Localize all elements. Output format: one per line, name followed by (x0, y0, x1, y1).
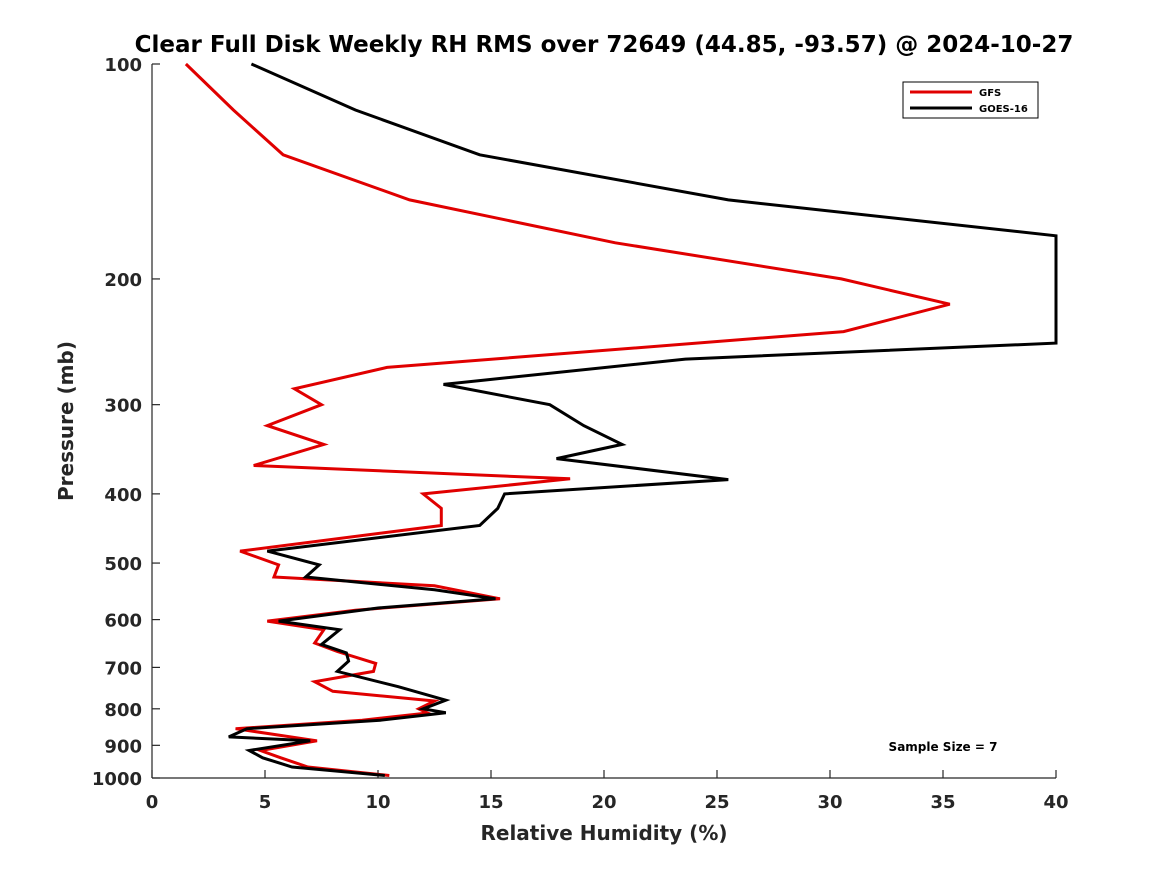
y-tick-label: 600 (104, 611, 142, 632)
y-tick-label: 100 (104, 55, 142, 76)
x-tick-label: 5 (259, 792, 272, 813)
y-tick-label: 700 (104, 658, 142, 679)
axis-lines (151, 64, 1056, 779)
legend: GFS GOES-16 (902, 81, 1039, 119)
y-tick-label: 300 (104, 396, 142, 417)
axes-frame (152, 64, 1056, 778)
x-tick-label: 30 (817, 792, 842, 813)
x-tick-label: 0 (146, 792, 159, 813)
x-tick-label: 15 (478, 792, 503, 813)
x-tick-label: 25 (704, 792, 729, 813)
x-axis-label: Relative Humidity (%) (480, 821, 727, 845)
chart-title: Clear Full Disk Weekly RH RMS over 72649… (135, 32, 1074, 58)
goes16-series-line (228, 62, 1058, 777)
legend-label-gfs: GFS (979, 88, 1001, 99)
y-tick-label: 900 (104, 736, 142, 757)
y-tick-label: 200 (104, 270, 142, 291)
x-tick-label: 10 (365, 792, 390, 813)
y-tick-label: 800 (104, 700, 142, 721)
series-layer (184, 62, 1058, 777)
x-tick-label: 40 (1043, 792, 1068, 813)
y-tick-label: 500 (104, 554, 142, 575)
legend-box (902, 81, 1039, 119)
x-tick-label: 20 (591, 792, 616, 813)
ticks-layer: 0 5 10 15 20 25 30 35 40 100 200 300 400 500 600 700 800… (92, 55, 1069, 813)
y-tick-label: 400 (104, 485, 142, 506)
x-tick-label: 35 (930, 792, 955, 813)
legend-label-goes16: GOES-16 (979, 104, 1028, 115)
y-axis-label: Pressure (mb) (54, 341, 78, 501)
sample-size-annotation: Sample Size = 7 (889, 740, 998, 754)
y-tick-label: 1000 (92, 769, 142, 790)
